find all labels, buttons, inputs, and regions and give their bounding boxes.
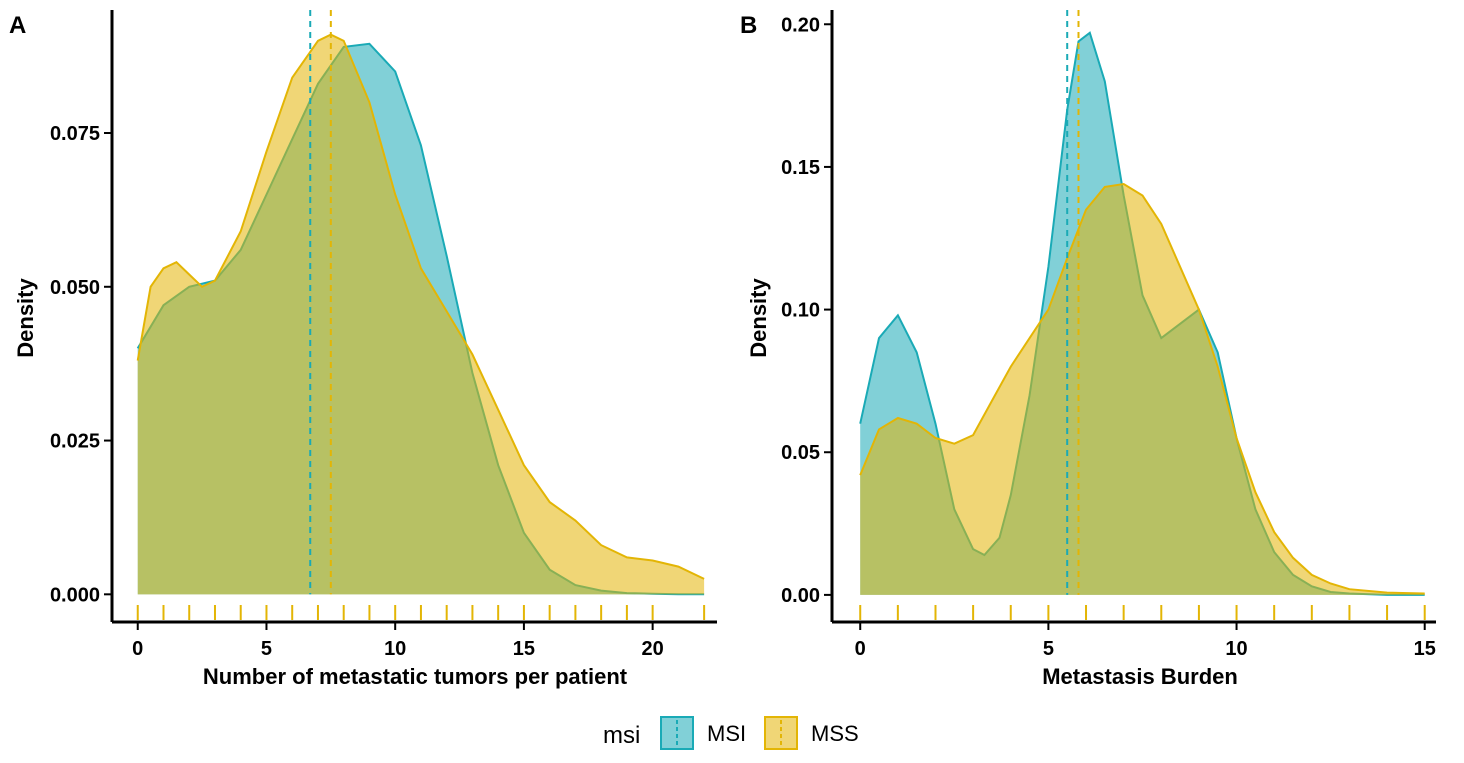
y-tick-label: 0.025 [50,431,100,453]
panel-b-areas [859,31,1425,596]
x-tick-label: 20 [642,638,664,660]
panel-tag-b: B [740,12,757,39]
legend-item-msi: MSI [660,716,746,750]
panel-a-x-axis-title: Number of metastatic tumors per patient [203,664,628,689]
legend: msi MSI MSS [603,716,859,750]
density-area-mss [137,34,705,595]
y-tick-label: 0.05 [781,442,820,464]
panel-a-axes [110,10,717,624]
x-tick-label: 5 [261,638,272,660]
y-tick-label: 0.00 [781,585,820,607]
y-tick-label: 0.000 [50,584,100,606]
panel-b-ticks: 0 5 10 15 0.00 0.05 0.10 0.15 0.20 [781,14,1436,660]
y-tick-label: 0.050 [50,277,100,299]
legend-title: msi [603,722,640,749]
density-line-mss [859,182,1425,595]
panel-b: B 0 5 10 15 0.00 0.05 0.10 0.15 0.20 Metastasis … [740,10,1436,689]
y-tick-label: 0.15 [781,157,820,179]
panel-b-axes [830,10,1436,624]
panel-a-areas [136,33,705,596]
panel-tag-a: A [9,12,26,39]
panel-b-x-axis-title: Metastasis Burden [1042,664,1238,689]
panel-a: A 0 5 10 15 20 0.000 0.025 0.050 0.075 Number of… [9,10,717,689]
y-tick-label: 0.10 [781,300,820,322]
x-tick-label: 0 [132,638,143,660]
x-tick-label: 15 [1414,638,1436,660]
x-tick-label: 0 [855,638,866,660]
y-tick-label: 0.20 [781,14,820,36]
legend-label-mss: MSS [811,721,859,746]
panel-a-y-axis-title: Density [13,278,38,358]
x-tick-label: 10 [1225,638,1247,660]
density-area-mss [860,184,1425,595]
density-line-mss [136,33,705,580]
legend-item-mss: MSS [764,716,859,750]
x-tick-label: 5 [1043,638,1054,660]
panel-a-rug [136,605,706,620]
panel-a-vlines [309,10,332,595]
legend-label-msi: MSI [707,721,746,746]
y-tick-label: 0.075 [50,123,100,145]
panel-b-vlines [1066,10,1080,595]
panel-b-rug [859,605,1426,620]
panel-b-y-axis-title: Density [746,278,771,358]
x-tick-label: 15 [513,638,535,660]
x-tick-label: 10 [384,638,406,660]
panel-a-ticks: 0 5 10 15 20 0.000 0.025 0.050 0.075 [50,123,664,660]
